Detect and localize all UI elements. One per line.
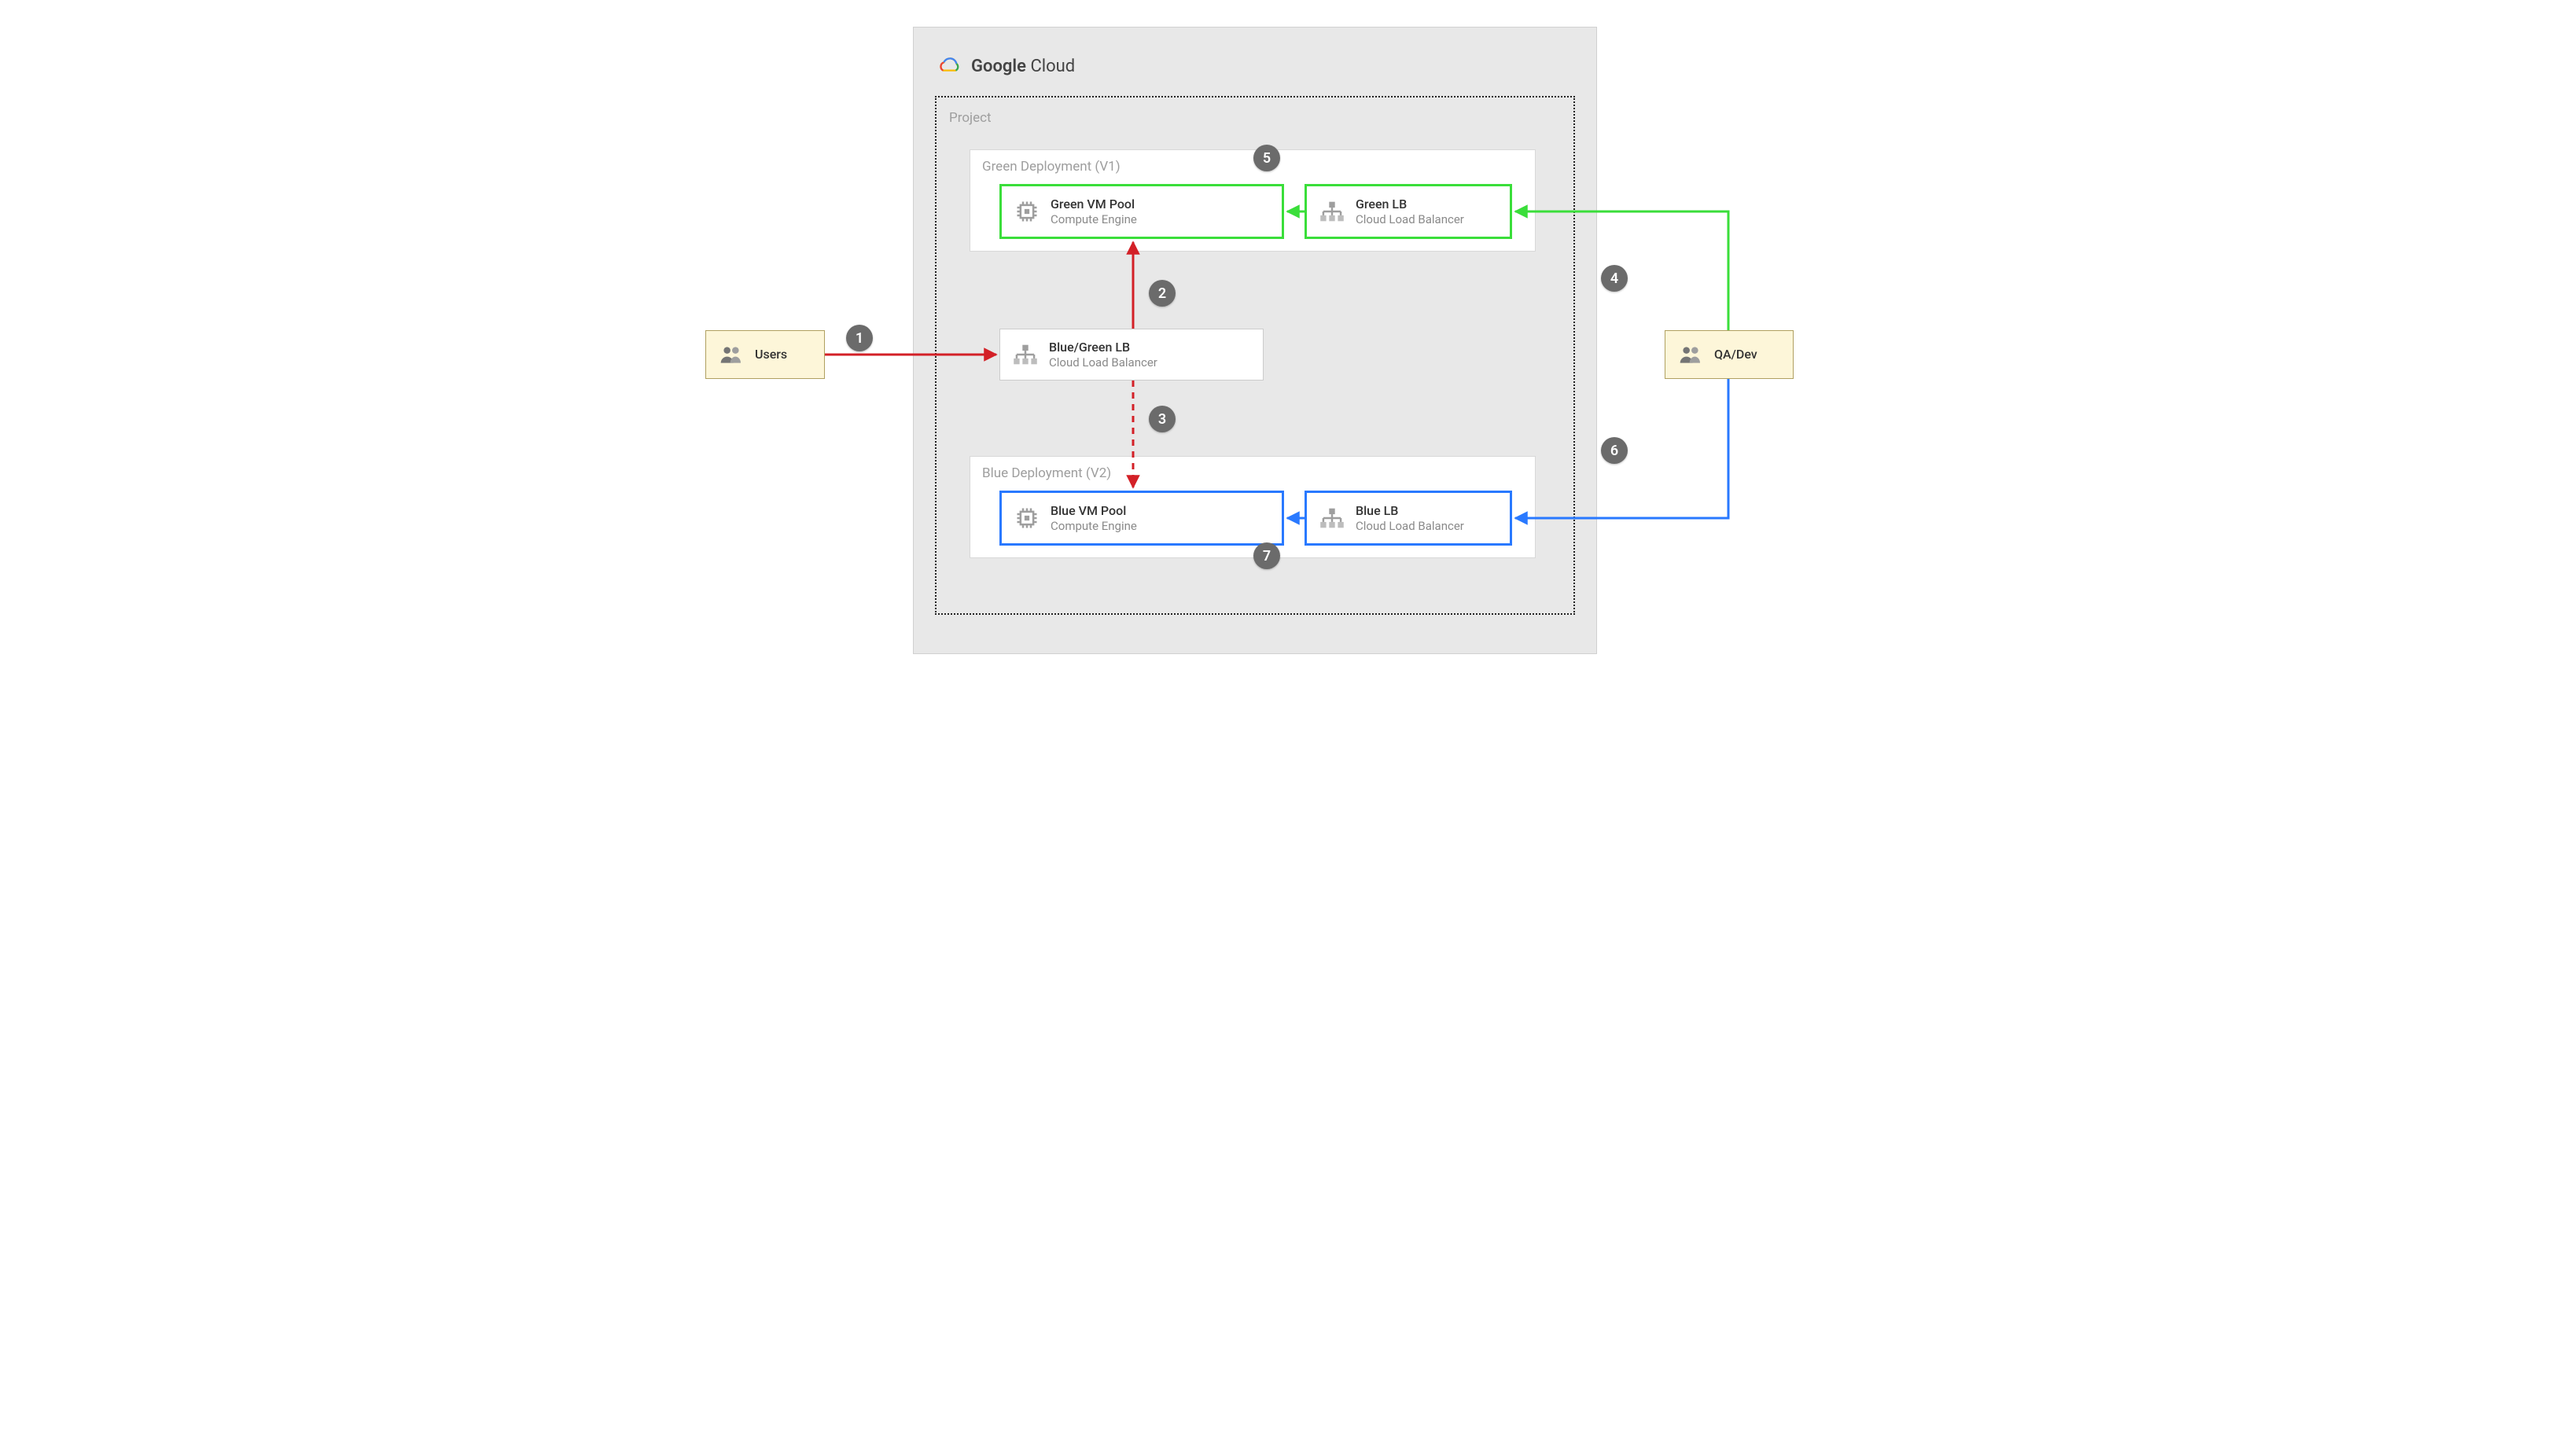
- step-badge-3: 3: [1149, 406, 1176, 432]
- project-label: Project: [949, 110, 992, 126]
- blue-lb-title: Blue LB: [1356, 504, 1464, 518]
- users-icon: [1676, 340, 1705, 369]
- google-cloud-logo: Google Cloud: [935, 52, 1075, 80]
- blue-deployment-label: Blue Deployment (V2): [982, 465, 1111, 481]
- step-badge-1: 1: [846, 325, 873, 351]
- blue-vm-sub: Compute Engine: [1051, 520, 1137, 533]
- users-icon: [717, 340, 745, 369]
- green-deployment-label: Green Deployment (V1): [982, 159, 1121, 175]
- qadev-label: QA/Dev: [1714, 347, 1757, 362]
- cpu-icon: [1013, 197, 1041, 226]
- lb-icon: [1011, 340, 1040, 369]
- main-lb-sub: Cloud Load Balancer: [1049, 356, 1157, 370]
- green-vm-node: Green VM Pool Compute Engine: [999, 184, 1284, 239]
- blue-lb-sub: Cloud Load Balancer: [1356, 520, 1464, 533]
- blue-lb-node: Blue LB Cloud Load Balancer: [1305, 491, 1512, 546]
- lb-icon: [1318, 504, 1346, 532]
- step-badge-5: 5: [1253, 145, 1280, 171]
- step-badge-7: 7: [1253, 542, 1280, 569]
- qadev-node: QA/Dev: [1665, 330, 1794, 379]
- green-lb-title: Green LB: [1356, 197, 1464, 211]
- gcp-cloud-icon: [935, 52, 963, 80]
- green-lb-sub: Cloud Load Balancer: [1356, 213, 1464, 226]
- blue-vm-title: Blue VM Pool: [1051, 504, 1137, 518]
- users-node: Users: [705, 330, 825, 379]
- users-label: Users: [755, 347, 787, 362]
- step-badge-6: 6: [1601, 437, 1628, 464]
- step-badge-2: 2: [1149, 280, 1176, 307]
- main-lb-node: Blue/Green LB Cloud Load Balancer: [999, 329, 1264, 381]
- main-lb-title: Blue/Green LB: [1049, 340, 1157, 355]
- blue-vm-node: Blue VM Pool Compute Engine: [999, 491, 1284, 546]
- green-lb-node: Green LB Cloud Load Balancer: [1305, 184, 1512, 239]
- diagram-canvas: Google Cloud Project Green Deployment (V…: [679, 0, 1897, 684]
- logo-text: Google Cloud: [971, 57, 1075, 76]
- green-vm-title: Green VM Pool: [1051, 197, 1137, 211]
- step-badge-4: 4: [1601, 265, 1628, 292]
- green-vm-sub: Compute Engine: [1051, 213, 1137, 226]
- lb-icon: [1318, 197, 1346, 226]
- cpu-icon: [1013, 504, 1041, 532]
